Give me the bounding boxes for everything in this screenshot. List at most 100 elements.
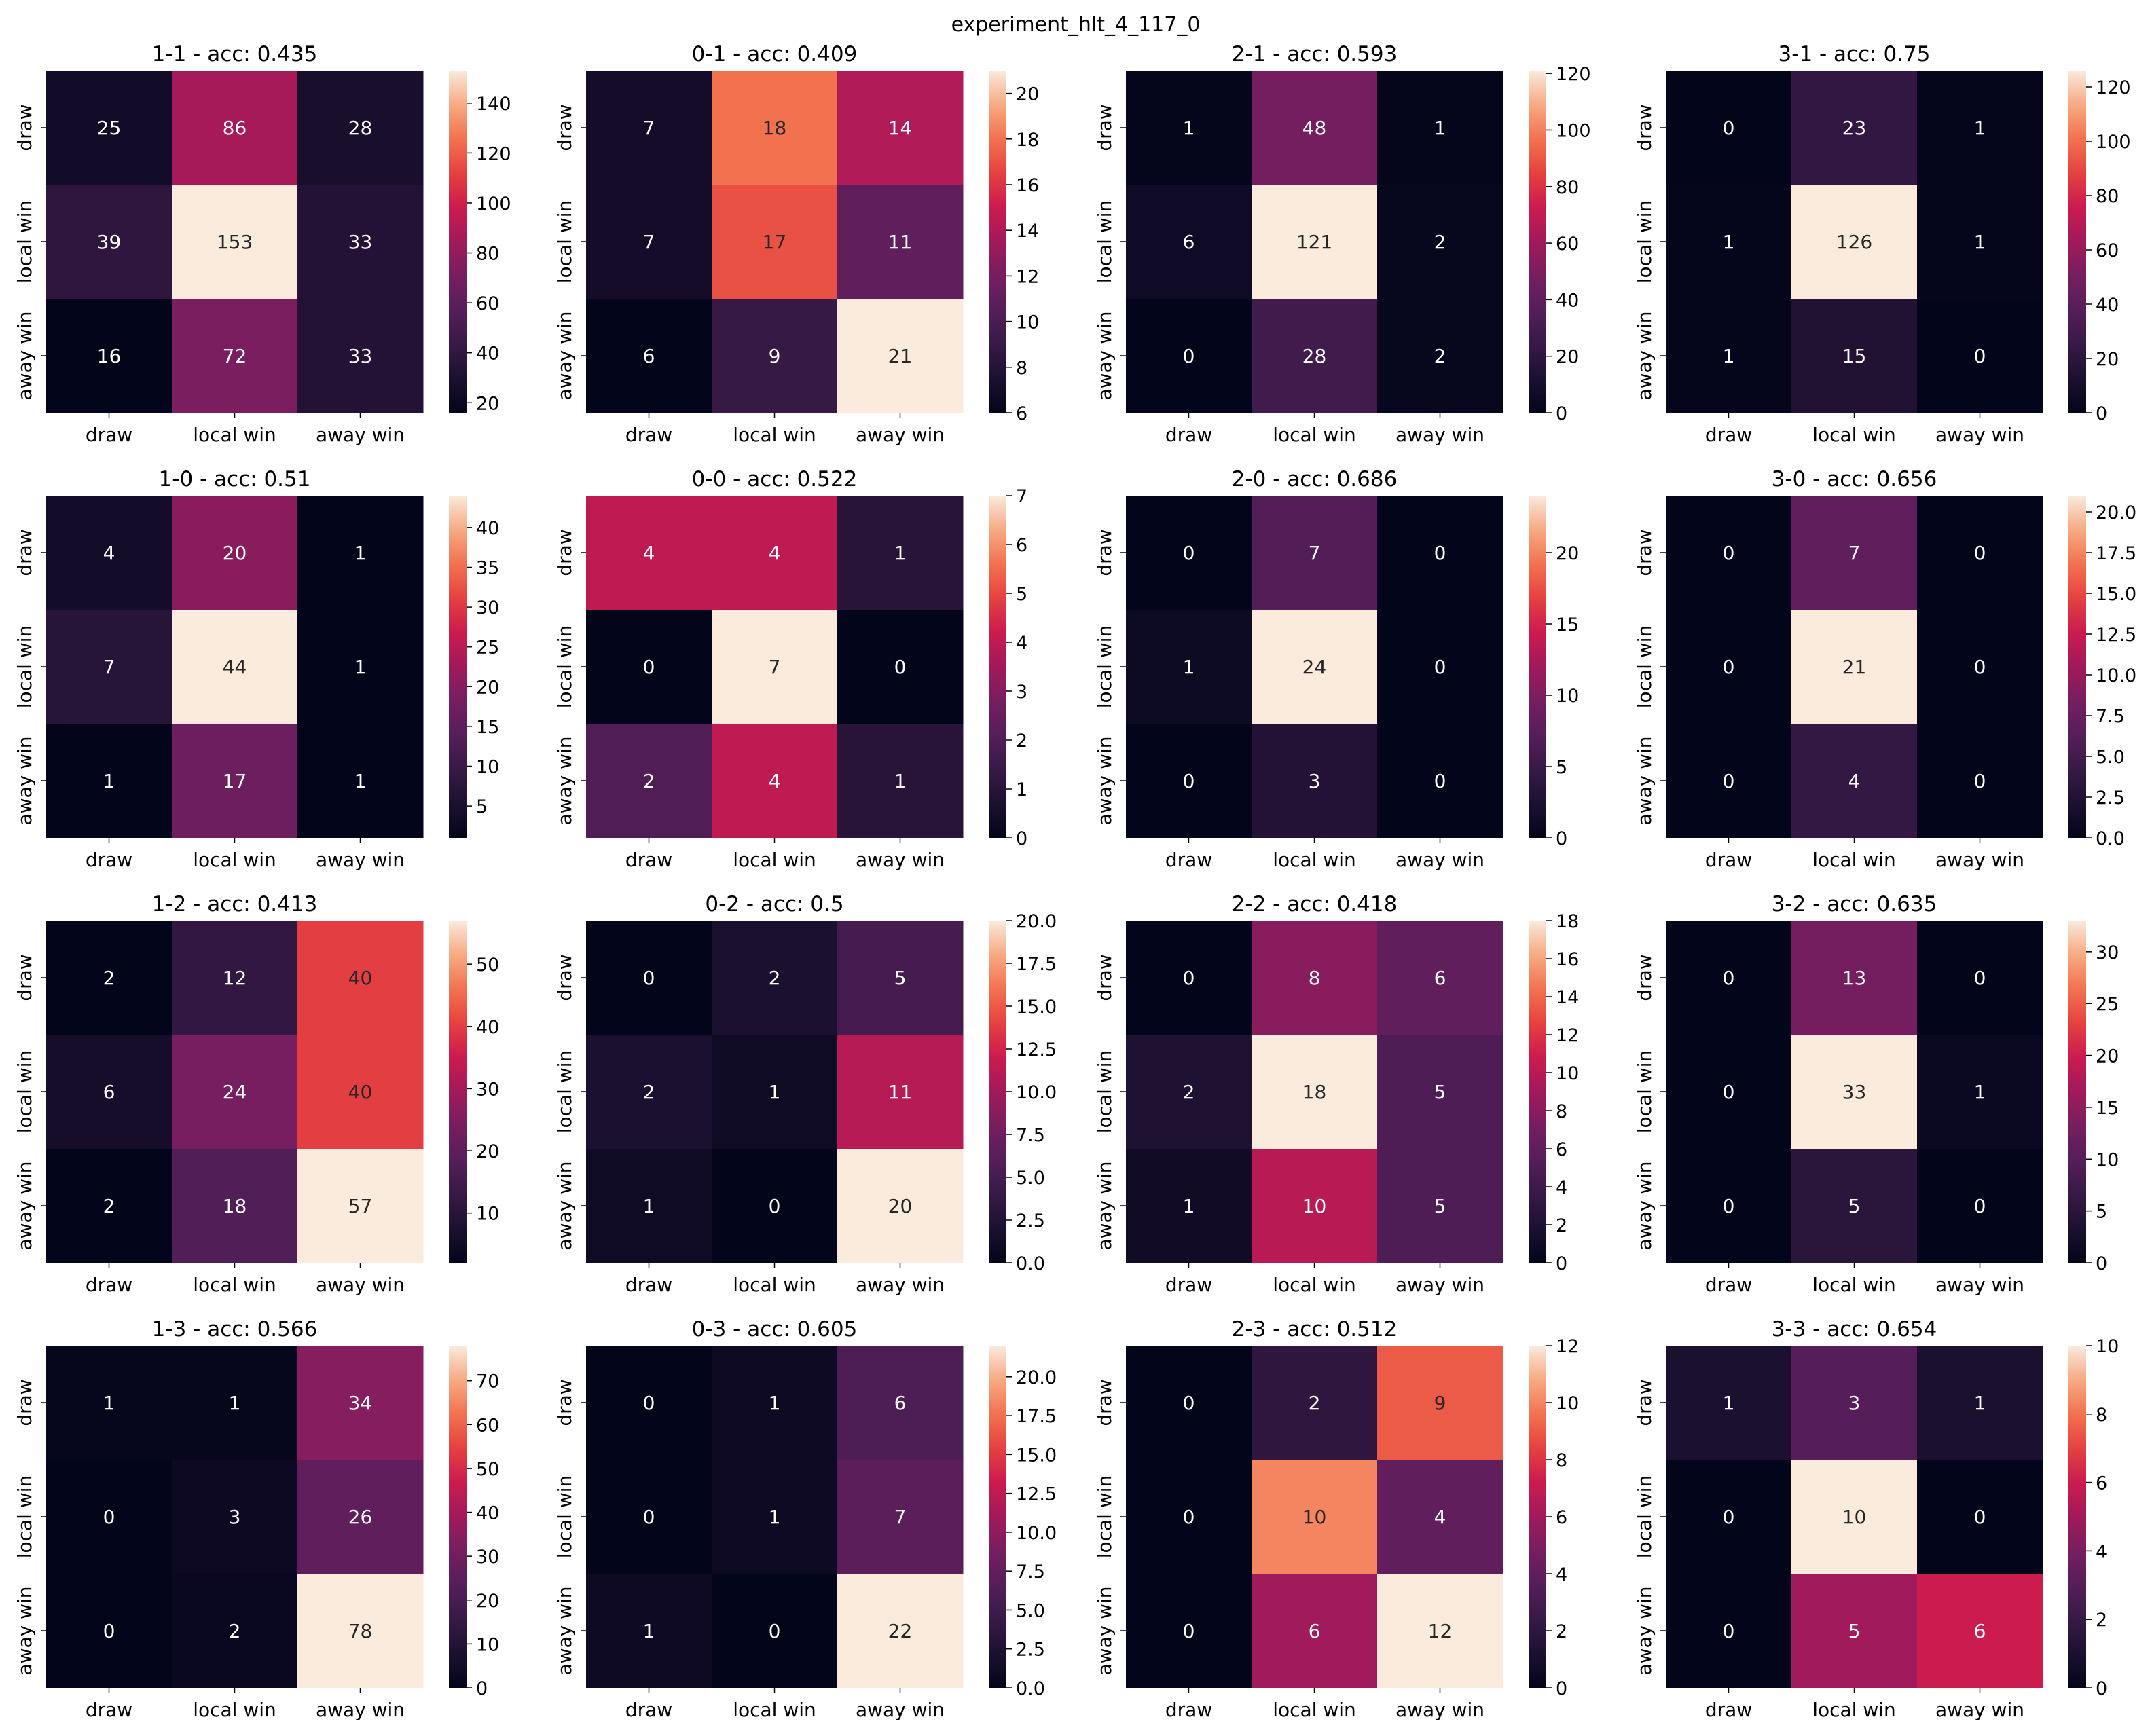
heatmap-cell (1666, 724, 1792, 838)
heatmap-cell (297, 610, 424, 724)
colorbar-tick-label: 4 (1556, 1177, 1567, 1198)
colorbar-tick-label: 10 (1556, 686, 1579, 707)
heatmap-cell (1791, 299, 1918, 413)
cell-value: 4 (769, 770, 781, 792)
cell-value: 2 (1434, 231, 1446, 253)
x-tick-label: away win (1396, 1274, 1484, 1296)
heatmap-cell (1791, 185, 1918, 299)
colorbar-tick-label: 15.0 (2096, 584, 2136, 605)
heatmap-cell (1126, 724, 1252, 838)
colorbar-tick-label: 7.5 (1016, 1562, 1045, 1583)
colorbar-tick-label: 80 (476, 244, 499, 265)
heatmap-cell (1126, 610, 1252, 724)
heatmap-cell (297, 921, 424, 1035)
cell-value: 10 (1302, 1506, 1327, 1528)
cell-value: 1 (1183, 1195, 1195, 1217)
x-tick-label: draw (625, 1699, 672, 1721)
colorbar-tick-label: 5.0 (1016, 1168, 1045, 1189)
heatmap-cell (1666, 496, 1792, 610)
heatmap-cell (297, 185, 424, 299)
x-tick-label: local win (1273, 1699, 1356, 1721)
colorbar-tick-label: 4 (1016, 633, 1027, 654)
cell-value: 4 (103, 542, 115, 564)
colorbar-tick-label: 5.0 (1016, 1600, 1045, 1621)
y-tick-label: draw (553, 104, 576, 151)
y-tick-label: local win (553, 200, 576, 284)
cell-value: 7 (769, 656, 781, 678)
panel-title: 2-1 - acc: 0.593 (1232, 42, 1398, 67)
cell-value: 0 (1723, 656, 1735, 678)
colorbar-tick-label: 8 (2096, 1405, 2107, 1426)
cell-value: 9 (1434, 1392, 1446, 1414)
cell-value: 72 (223, 345, 247, 367)
y-tick-label: away win (553, 1161, 576, 1250)
cell-value: 11 (888, 231, 913, 253)
colorbar-tick-label: 25 (476, 638, 499, 659)
cell-value: 24 (223, 1081, 247, 1103)
panel-title: 1-3 - acc: 0.566 (152, 1317, 318, 1342)
heatmap-panel: 1-1 - acc: 0.435 25 86 28 39 153 33 16 72 33 draw l… (14, 42, 511, 446)
cell-value: 0 (643, 1506, 655, 1528)
colorbar-tick-label: 4 (2096, 1541, 2107, 1562)
cell-value: 39 (97, 231, 122, 253)
cell-value: 4 (643, 542, 655, 564)
y-tick-label: away win (14, 736, 36, 825)
y-tick-label: draw (1093, 954, 1116, 1001)
y-tick-label: away win (1633, 1586, 1656, 1675)
cell-value: 11 (888, 1081, 913, 1103)
cell-value: 1 (1723, 345, 1735, 367)
y-tick-label: local win (14, 200, 36, 284)
cell-value: 1 (1974, 117, 1986, 139)
x-tick-label: away win (1935, 1699, 2024, 1721)
x-tick-label: local win (1273, 424, 1356, 446)
y-tick-label: local win (1633, 1050, 1656, 1134)
cell-value: 1 (1434, 117, 1446, 139)
y-tick-label: draw (1093, 529, 1116, 576)
x-tick-label: local win (193, 424, 276, 446)
cell-value: 18 (1302, 1081, 1327, 1103)
x-tick-label: draw (86, 849, 132, 871)
heatmap-cell (837, 1149, 964, 1263)
heatmap-cell (1666, 185, 1792, 299)
cell-value: 0 (103, 1620, 115, 1642)
heatmap-cell (46, 1574, 172, 1688)
colorbar-tick-label: 2.5 (1016, 1640, 1045, 1661)
heatmap-cell (297, 71, 424, 185)
heatmap-cell (712, 1346, 838, 1460)
colorbar-tick-label: 17.5 (2096, 543, 2136, 564)
heatmap-cell (297, 1035, 424, 1149)
heatmap-panel: 3-1 - acc: 0.75 0 23 1 1 126 1 1 15 0 draw local wi… (1633, 42, 2131, 446)
colorbar-tick-label: 0 (1556, 1253, 1567, 1274)
y-tick-label: local win (14, 1050, 36, 1134)
heatmap-cell (1666, 1346, 1792, 1460)
panel-title: 3-3 - acc: 0.654 (1772, 1317, 1937, 1342)
cell-value: 3 (229, 1506, 241, 1528)
colorbar-tick-label: 12.5 (1016, 1039, 1057, 1060)
cell-value: 1 (1723, 231, 1735, 253)
cell-value: 0 (643, 1392, 655, 1414)
y-tick-label: draw (553, 1379, 576, 1426)
colorbar-tick-label: 15.0 (1016, 997, 1057, 1018)
colorbar (2068, 71, 2086, 413)
colorbar-tick-label: 7.5 (2096, 706, 2125, 727)
cell-value: 9 (769, 345, 781, 367)
colorbar-tick-label: 5 (1556, 757, 1567, 778)
figure-title: experiment_hlt_4_117_0 (951, 13, 1201, 37)
colorbar (1529, 1346, 1546, 1688)
colorbar-tick-label: 20 (1556, 347, 1579, 368)
heatmap-cell (1126, 71, 1252, 185)
y-tick-label: away win (14, 1586, 36, 1675)
cell-value: 2 (103, 1195, 115, 1217)
cell-value: 0 (1183, 1392, 1195, 1414)
colorbar-tick-label: 0 (2096, 403, 2107, 424)
y-tick-label: local win (1633, 1475, 1656, 1559)
cell-value: 0 (643, 656, 655, 678)
cell-value: 34 (348, 1392, 373, 1414)
colorbar (449, 71, 467, 413)
y-tick-label: away win (1093, 1161, 1116, 1250)
heatmap-cell (1377, 610, 1503, 724)
colorbar-tick-label: 2 (1016, 731, 1027, 752)
cell-value: 1 (894, 770, 907, 792)
heatmap-cell (712, 921, 838, 1035)
x-tick-label: local win (1273, 1274, 1356, 1296)
